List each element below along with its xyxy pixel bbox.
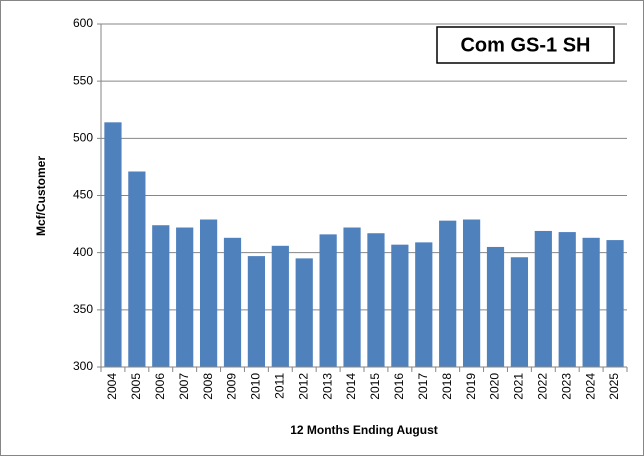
- x-tick-label: 2011: [272, 373, 286, 399]
- y-tick-label: 450: [73, 188, 93, 202]
- bar: [391, 244, 409, 367]
- bar: [104, 122, 122, 368]
- bar: [247, 256, 266, 367]
- bar: [582, 237, 600, 367]
- bar: [295, 258, 313, 367]
- x-tick-label: 2022: [535, 373, 549, 400]
- y-axis-label: Mcf/Customer: [34, 156, 48, 236]
- bar: [510, 257, 529, 367]
- x-tick-label: 2017: [416, 373, 430, 400]
- y-tick-label: 600: [73, 16, 93, 30]
- bar: [128, 171, 146, 367]
- x-tick-label: 2019: [464, 373, 478, 400]
- bar: [367, 233, 385, 367]
- x-tick-label: 2020: [488, 373, 502, 400]
- bar: [319, 234, 337, 367]
- bar: [486, 246, 505, 367]
- x-tick-label: 2018: [440, 373, 454, 400]
- bar: [199, 219, 218, 367]
- title-box: [436, 26, 615, 64]
- bar: [271, 245, 289, 367]
- y-tick-label: 550: [73, 73, 93, 87]
- x-tick-label: 2012: [296, 373, 310, 400]
- y-tick-label: 500: [73, 131, 93, 145]
- x-tick-label: 2004: [105, 373, 119, 400]
- x-tick-label: 2008: [201, 373, 215, 400]
- x-tick-label: 2024: [583, 373, 597, 400]
- x-tick-label: 2014: [344, 373, 358, 400]
- y-tick-label: 400: [73, 245, 93, 259]
- x-tick-label: 2013: [320, 373, 334, 400]
- bar: [606, 240, 624, 367]
- bar: [176, 227, 194, 367]
- bar: [415, 242, 433, 367]
- bar: [462, 219, 481, 367]
- x-tick-label: 2009: [225, 373, 239, 400]
- bar: [439, 220, 457, 367]
- x-axis-label: 12 Months Ending August: [290, 423, 438, 437]
- x-tick-label: 2005: [129, 373, 143, 400]
- x-tick-label: 2025: [607, 373, 621, 400]
- x-tick-label: 2023: [559, 373, 573, 400]
- x-tick-label: 2007: [177, 373, 191, 400]
- y-tick-label: 300: [73, 359, 93, 373]
- x-tick-label: 2006: [153, 373, 167, 400]
- bar: [534, 230, 552, 367]
- x-tick-label: 2021: [512, 373, 526, 400]
- x-tick-label: 2015: [368, 373, 382, 400]
- x-tick-label: 2016: [392, 373, 406, 400]
- y-tick-label: 350: [73, 302, 93, 316]
- bar: [558, 232, 576, 367]
- chart-title: Com GS-1 SH: [460, 34, 590, 56]
- x-tick-label: 2010: [249, 373, 263, 400]
- bar: [152, 225, 170, 367]
- bar: [343, 227, 361, 367]
- bar: [223, 237, 242, 367]
